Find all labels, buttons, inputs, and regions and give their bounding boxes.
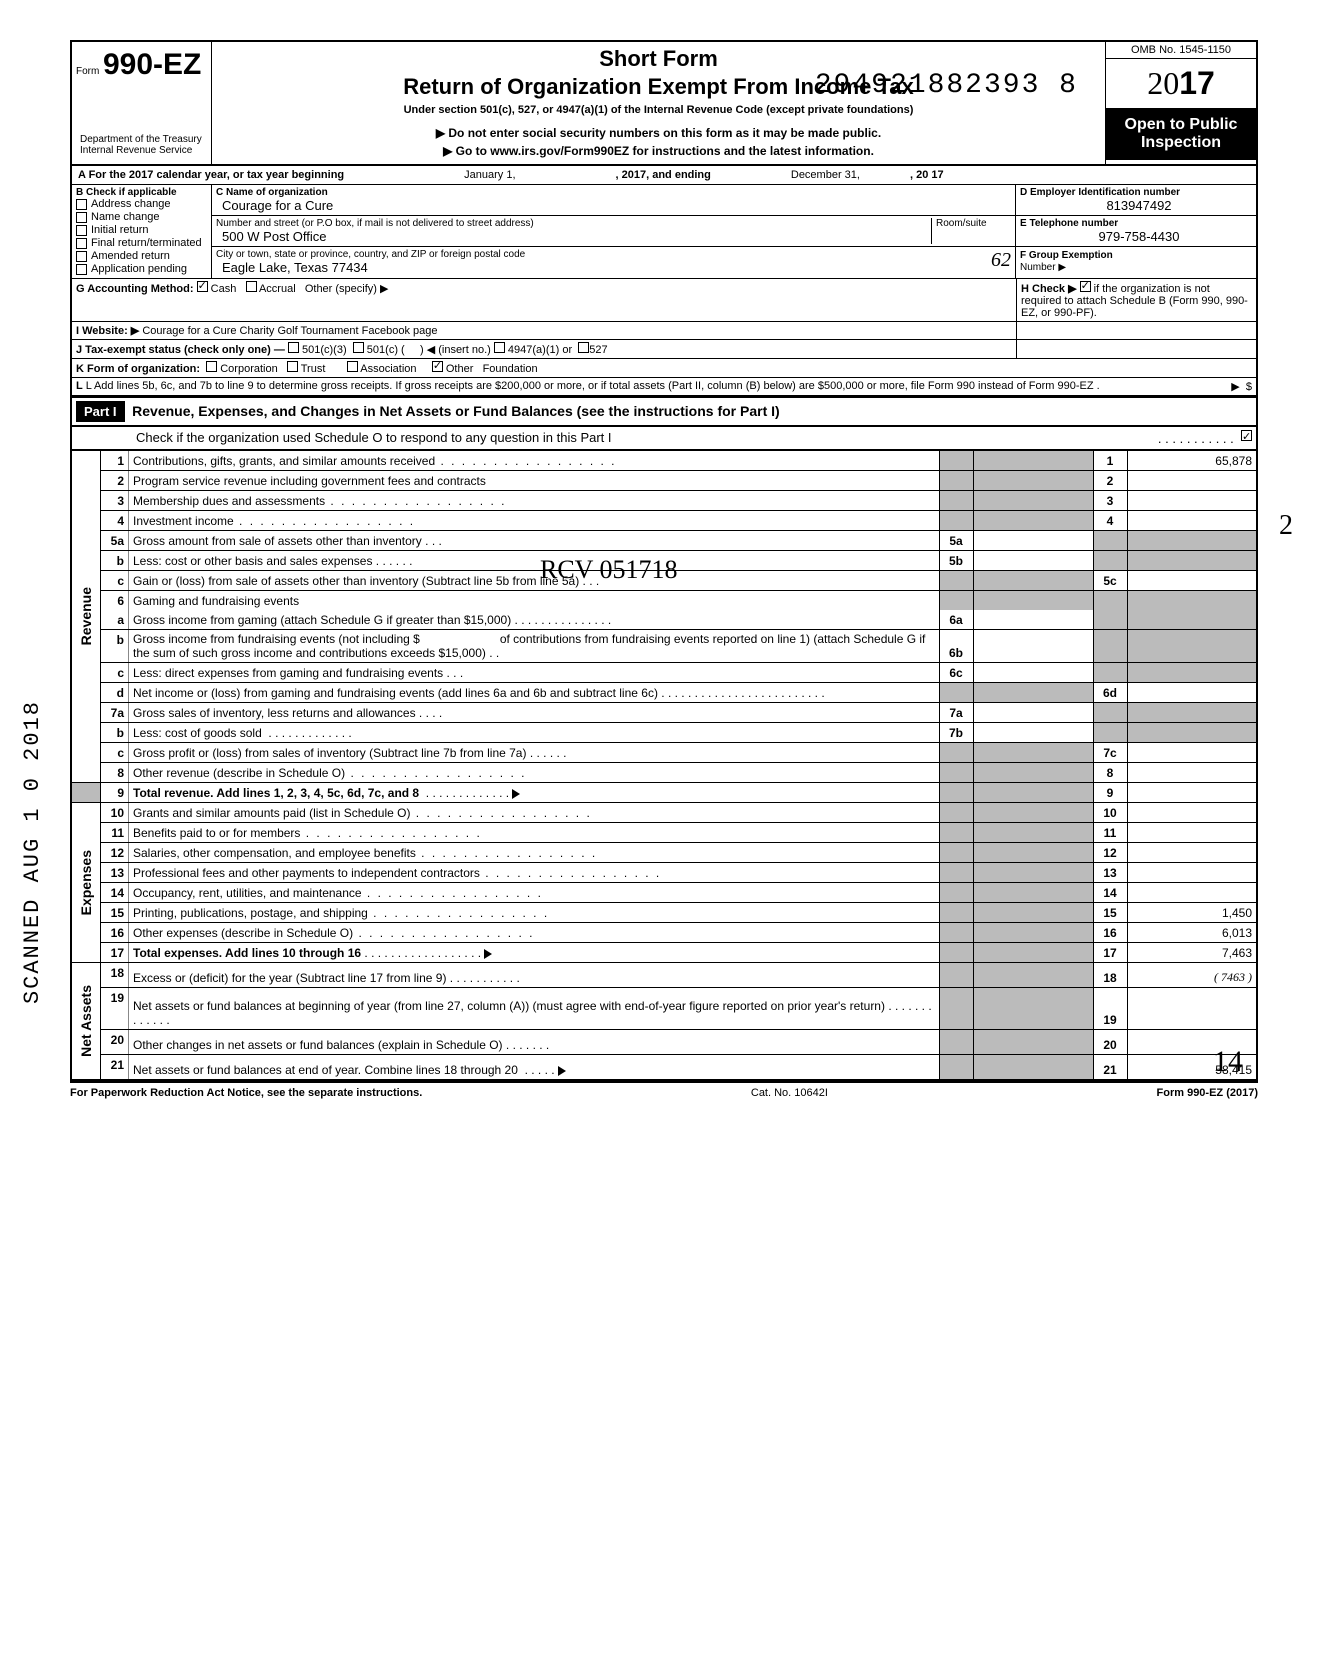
footer-right: Form 990-EZ (2017) (1157, 1087, 1258, 1099)
part1-check-text: Check if the organization used Schedule … (136, 430, 612, 446)
bcd-block: B Check if applicable Address change Nam… (70, 185, 1258, 279)
check-501c[interactable] (353, 342, 364, 353)
line-18-val: ( 7463 ) (1127, 963, 1257, 988)
goto-url: ▶ Go to www.irs.gov/Form990EZ for instru… (216, 144, 1101, 158)
check-corp[interactable] (206, 361, 217, 372)
d-label: D Employer Identification number (1020, 187, 1252, 198)
open-public-1: Open to Public (1110, 116, 1252, 134)
check-assoc[interactable] (347, 361, 358, 372)
check-final[interactable] (76, 238, 87, 249)
open-public-2: Inspection (1110, 134, 1252, 152)
street-label: Number and street (or P.O box, if mail i… (216, 218, 931, 229)
check-pending[interactable] (76, 264, 87, 275)
side-revenue: Revenue (76, 567, 96, 665)
j-label: J Tax-exempt status (check only one) — (76, 344, 285, 356)
handwritten-14: 14 (1213, 1045, 1243, 1079)
k-label: K Form of organization: (76, 363, 200, 375)
website: Courage for a Cure Charity Golf Tourname… (142, 325, 437, 337)
short-form-title: Short Form (216, 46, 1101, 72)
check-trust[interactable] (287, 361, 298, 372)
part1-label: Part I (76, 401, 125, 422)
no-ssn-notice: ▶ Do not enter social security numbers o… (216, 126, 1101, 140)
scanned-stamp: SCANNED AUG 1 0 2018 (20, 700, 45, 1004)
e-label: E Telephone number (1020, 218, 1252, 229)
f-label2: Number ▶ (1020, 262, 1066, 273)
under-section: Under section 501(c), 527, or 4947(a)(1)… (216, 104, 1101, 116)
form-number: 990-EZ (103, 48, 201, 81)
handwritten-2: 2 (1279, 510, 1293, 542)
check-name[interactable] (76, 212, 87, 223)
l-text: L Add lines 5b, 6c, and 7b to line 9 to … (86, 380, 1100, 392)
b-label: B Check if applicable (76, 187, 207, 198)
footer: For Paperwork Reduction Act Notice, see … (70, 1081, 1258, 1099)
footer-left: For Paperwork Reduction Act Notice, see … (70, 1087, 422, 1099)
tax-year: 2017 (1106, 59, 1256, 108)
check-address[interactable] (76, 199, 87, 210)
street: 500 W Post Office (216, 229, 931, 244)
stamp-number: 294921882393 8 (815, 70, 1078, 101)
dept-2: Internal Revenue Service (80, 145, 203, 156)
check-527[interactable] (578, 342, 589, 353)
f-label: F Group Exemption (1020, 250, 1113, 261)
org-name: Courage for a Cure (216, 198, 1011, 213)
check-part1-scho[interactable] (1241, 430, 1252, 441)
city: Eagle Lake, Texas 77434 (216, 260, 525, 275)
handwritten-62: 62 (991, 249, 1011, 275)
form-header: Form 990-EZ Department of the Treasury I… (70, 40, 1258, 166)
main-table: Revenue 1Contributions, gifts, grants, a… (70, 451, 1258, 1081)
rcv-stamp: RCV 051718 (540, 555, 678, 585)
form-prefix: Form (76, 66, 99, 77)
check-initial[interactable] (76, 225, 87, 236)
h-label: H Check ▶ (1021, 283, 1077, 295)
omb-number: OMB No. 1545-1150 (1106, 42, 1256, 59)
g-label: G Accounting Method: (76, 283, 194, 295)
part1-title: Revenue, Expenses, and Changes in Net As… (132, 403, 780, 419)
line-a: A For the 2017 calendar year, or tax yea… (70, 166, 1258, 185)
dept-1: Department of the Treasury (80, 134, 203, 145)
ein: 813947492 (1020, 198, 1252, 213)
i-label: I Website: ▶ (76, 325, 139, 337)
side-expenses: Expenses (76, 830, 96, 935)
city-label: City or town, state or province, country… (216, 249, 525, 260)
side-netassets: Net Assets (76, 965, 96, 1077)
check-4947[interactable] (494, 342, 505, 353)
footer-mid: Cat. No. 10642I (751, 1087, 828, 1099)
check-accrual[interactable] (246, 281, 257, 292)
check-cash[interactable] (197, 281, 208, 292)
check-amended[interactable] (76, 251, 87, 262)
c-label: C Name of organization (216, 187, 1011, 198)
phone: 979-758-4430 (1020, 229, 1252, 244)
check-h[interactable] (1080, 281, 1091, 292)
room-label: Room/suite (936, 218, 1011, 229)
check-other[interactable] (432, 361, 443, 372)
check-501c3[interactable] (288, 342, 299, 353)
